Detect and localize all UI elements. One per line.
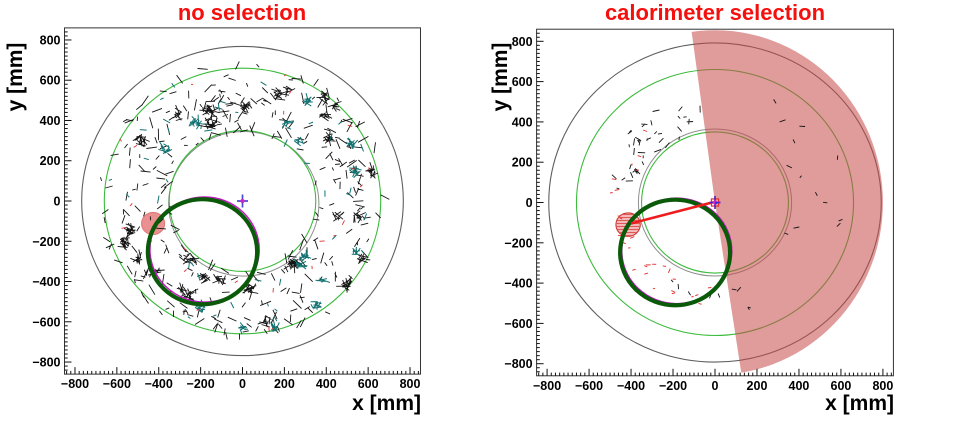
x-tick-label: −200 [187,377,215,391]
y-tick-label: −600 [504,317,532,331]
track-segments [632,118,694,175]
y-tick-label: 400 [40,114,61,128]
axis-tick-labels: −800 −600 −400 −200 0 200 400 600 800 −800 −600 −40… [32,33,420,391]
panel-calorimeter-selection: −800 −600 −400 −200 0 200 400 600 800 −800 −600 −40… [485,0,971,435]
y-tick-label: 200 [40,154,61,168]
y-tick-label: −800 [504,357,532,371]
plot-area [548,30,883,373]
x-tick-label: 400 [316,377,337,391]
y-axis-title: y [mm] [489,42,512,112]
y-axis-title: y [mm] [4,42,27,112]
inner-wall-circle [168,131,320,277]
origin-blue-dot [714,201,718,205]
x-tick-label: −400 [145,377,173,391]
y-tick-label: 0 [526,196,533,210]
track-segments [108,81,368,322]
track-segments [610,129,648,194]
x-tick-label: 200 [747,379,768,393]
track-segments [670,279,751,311]
y-tick-label: −800 [32,356,60,370]
y-tick-label: 400 [512,115,533,129]
y-tick-label: 800 [40,33,61,47]
track-segments [611,105,701,190]
x-tick-label: −400 [617,379,645,393]
x-tick-label: 0 [239,377,246,391]
y-tick-label: 600 [512,75,533,89]
x-tick-label: 800 [400,377,421,391]
x-tick-label: −800 [533,379,561,393]
track-segments [117,85,379,328]
y-tick-label: 600 [40,74,61,88]
calorimeter-selection-wedge [691,30,883,373]
inner-green-ring-circle [168,129,317,273]
plot-area [81,45,404,357]
x-tick-label: 400 [789,379,810,393]
axis-tick-labels: −800 −600 −400 −200 0 200 400 600 800 −800 −600 −40… [504,35,893,393]
y-tick-label: 200 [512,156,533,170]
x-tick-label: −600 [575,379,603,393]
panel-no-selection: −800 −600 −400 −200 0 200 400 600 800 −800 −600 −40… [0,0,485,435]
x-tick-label: −200 [659,379,687,393]
y-tick-label: −200 [504,236,532,250]
page-title: no selection [177,0,307,25]
page-title: calorimeter selection [604,0,826,25]
x-tick-label: 0 [712,379,719,393]
x-tick-label: 800 [872,379,893,393]
x-tick-label: 600 [358,377,379,391]
track-segments [119,74,370,332]
y-tick-label: −400 [504,277,532,291]
selected-track-circle [145,197,260,307]
x-tick-label: 200 [274,377,295,391]
y-tick-label: −600 [32,315,60,329]
y-tick-label: 0 [54,195,61,209]
origin-dot-marker [240,198,245,204]
outer-green-ring-circle [103,67,382,335]
pointer-line [630,201,714,225]
y-tick-label: −200 [32,235,60,249]
selected-track-circle [618,197,733,308]
axis-ticks [536,32,892,376]
track-segments [100,61,390,340]
axis-ticks [64,31,419,375]
x-axis-title: x [mm] [352,392,421,415]
x-tick-label: −800 [61,377,89,391]
plot-calorimeter-selection: −800 −600 −400 −200 0 200 400 600 800 −800 −600 −40… [504,28,894,393]
x-tick-label: 600 [831,379,852,393]
x-axis-title: x [mm] [825,392,894,415]
plot-no-selection: −800 −600 −400 −200 0 200 400 600 800 −800 −600 −40… [32,27,421,391]
x-tick-label: −600 [103,377,131,391]
y-tick-label: 800 [512,35,533,49]
track-segments [773,99,843,235]
y-tick-label: −400 [32,275,60,289]
outer-wall-circle [81,45,404,357]
